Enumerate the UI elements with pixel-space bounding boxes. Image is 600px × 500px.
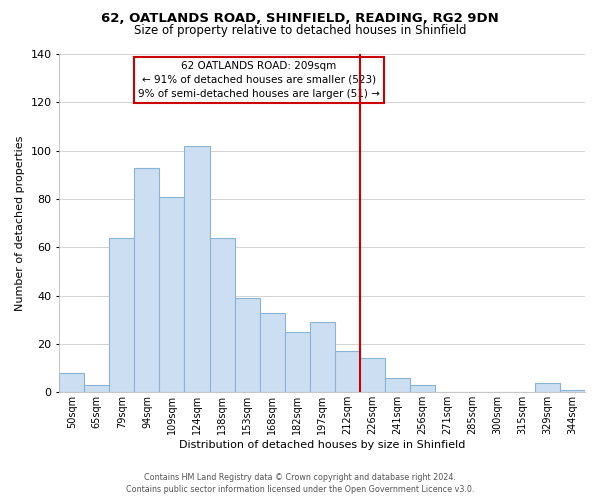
Y-axis label: Number of detached properties: Number of detached properties (15, 136, 25, 311)
Text: Size of property relative to detached houses in Shinfield: Size of property relative to detached ho… (134, 24, 466, 37)
Bar (85, 385, 109, 392)
Bar (284, 332, 310, 392)
Bar (160, 196, 184, 392)
Text: 62 OATLANDS ROAD: 209sqm
← 91% of detached houses are smaller (523)
9% of semi-d: 62 OATLANDS ROAD: 209sqm ← 91% of detach… (138, 61, 380, 99)
Bar (335, 351, 360, 393)
Bar (385, 378, 410, 392)
Bar (235, 298, 260, 392)
Text: 62, OATLANDS ROAD, SHINFIELD, READING, RG2 9DN: 62, OATLANDS ROAD, SHINFIELD, READING, R… (101, 12, 499, 26)
Bar (535, 382, 560, 392)
Bar (310, 322, 335, 392)
Bar (59, 373, 85, 392)
Bar (184, 146, 209, 392)
Bar (560, 390, 585, 392)
Bar (260, 312, 284, 392)
Bar (109, 238, 134, 392)
Text: Contains HM Land Registry data © Crown copyright and database right 2024.
Contai: Contains HM Land Registry data © Crown c… (126, 472, 474, 494)
X-axis label: Distribution of detached houses by size in Shinfield: Distribution of detached houses by size … (179, 440, 466, 450)
Bar (360, 358, 385, 392)
Bar (134, 168, 160, 392)
Bar (209, 238, 235, 392)
Bar (410, 385, 435, 392)
